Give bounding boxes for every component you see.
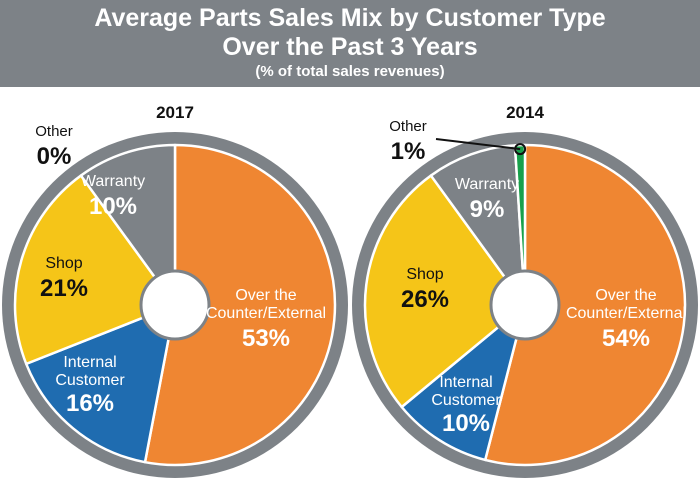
slice-value-shop: 26% bbox=[401, 286, 449, 313]
chart-title-line-1: Average Parts Sales Mix by Customer Type bbox=[94, 4, 606, 32]
slice-label-shop: Shop bbox=[406, 266, 443, 283]
slice-label-internal-customer: Customer bbox=[431, 392, 501, 409]
slice-over-the-counter bbox=[483, 143, 687, 467]
slice-value-internal-customer: 16% bbox=[66, 390, 114, 417]
chart-subtitle: (% of total sales revenues) bbox=[255, 63, 445, 80]
slice-label-other: Other bbox=[35, 123, 73, 140]
slice-value-internal-customer: 10% bbox=[442, 410, 490, 437]
slice-label-internal-customer: Customer bbox=[55, 372, 125, 389]
leader-marker-other bbox=[514, 143, 527, 156]
slice-value-other: 1% bbox=[391, 138, 426, 165]
slice-internal-customer bbox=[24, 303, 177, 464]
chart-title-line-2: Over the Past 3 Years bbox=[222, 33, 478, 61]
slice-label-over-the-counter: Counter/External bbox=[566, 305, 686, 322]
slice-label-shop: Shop bbox=[45, 255, 82, 272]
slice-label-over-the-counter: Counter/External bbox=[206, 305, 326, 322]
slice-value-over-the-counter: 53% bbox=[242, 325, 290, 352]
slice-value-shop: 21% bbox=[40, 275, 88, 302]
leader-line-other bbox=[435, 138, 521, 151]
slice-label-internal-customer: Internal bbox=[439, 374, 492, 391]
slice-warranty bbox=[429, 144, 527, 307]
pie-title: 2014 bbox=[506, 103, 544, 122]
slice-value-warranty: 9% bbox=[470, 196, 505, 223]
slice-value-other: 0% bbox=[37, 143, 72, 170]
slice-shop bbox=[363, 174, 527, 409]
slice-value-warranty: 10% bbox=[89, 193, 137, 220]
slice-label-over-the-counter: Over the bbox=[595, 287, 656, 304]
pie-center-hole bbox=[139, 269, 211, 341]
pie-title: 2017 bbox=[156, 103, 194, 122]
slice-label-warranty: Warranty bbox=[81, 173, 145, 190]
slice-label-other: Other bbox=[389, 118, 427, 135]
slice-over-the-counter bbox=[143, 143, 337, 467]
slice-warranty bbox=[79, 143, 177, 307]
pie-center-hole bbox=[489, 269, 561, 341]
slice-label-internal-customer: Internal bbox=[63, 354, 116, 371]
slice-other bbox=[513, 143, 527, 307]
slice-label-warranty: Warranty bbox=[455, 176, 519, 193]
chart-header: Average Parts Sales Mix by Customer Type… bbox=[0, 0, 700, 87]
slice-label-over-the-counter: Over the bbox=[235, 287, 296, 304]
slice-shop bbox=[13, 174, 177, 366]
slice-value-over-the-counter: 54% bbox=[602, 325, 650, 352]
slice-internal-customer bbox=[400, 303, 527, 462]
